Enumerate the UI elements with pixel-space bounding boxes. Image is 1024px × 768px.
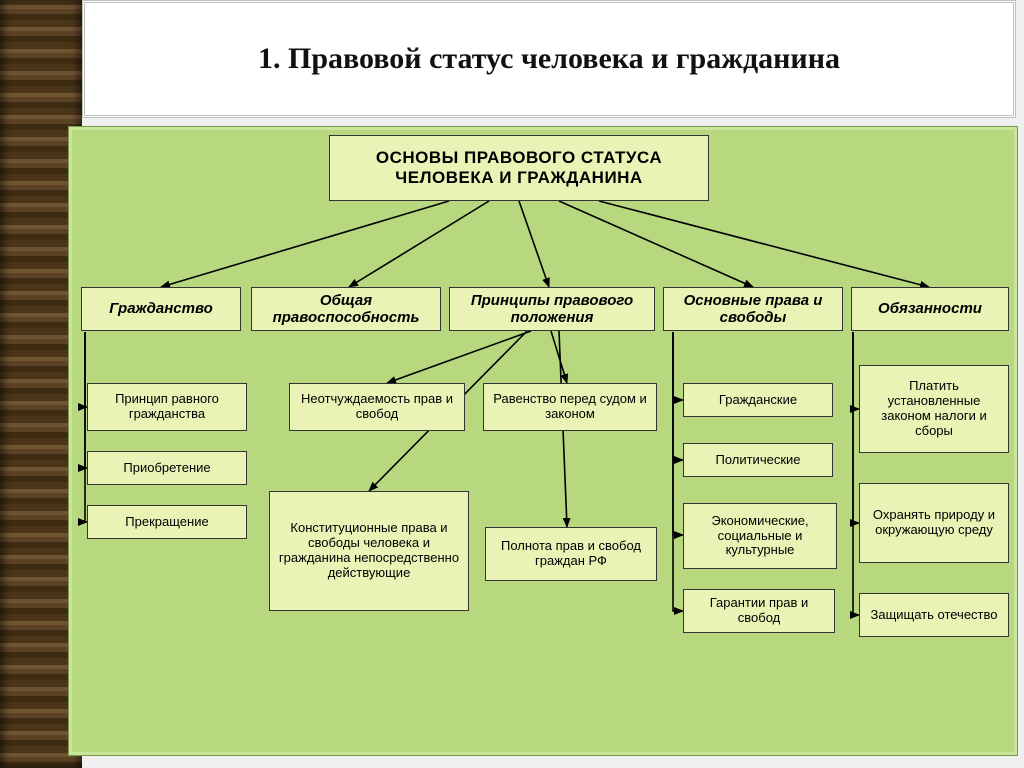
slide-title: 1. Правовой статус человека и гражданина [258,39,840,80]
leaf-box-l6: Конституционные права и свободы человека… [269,491,469,611]
leaf-box-l9: Политические [683,443,833,477]
edge-root-c5 [599,201,929,287]
diagram: ОСНОВЫ ПРАВОВОГО СТАТУСА ЧЕЛОВЕКА И ГРАЖ… [68,126,1018,756]
leaf-box-l10: Экономические, социальные и культурные [683,503,837,569]
leaf-box-l12: Платить установленные законом налоги и с… [859,365,1009,453]
category-box-c2: Общая правоспособность [251,287,441,331]
leaf-box-l3: Прекращение [87,505,247,539]
category-box-c3: Принципы правового положения [449,287,655,331]
leaf-box-l4: Неотчуждаемость прав и свобод [289,383,465,431]
category-box-c1: Гражданство [81,287,241,331]
edge-root-c1 [161,201,449,287]
category-box-c5: Обязанности [851,287,1009,331]
edge-c4-l8 [673,332,683,400]
category-box-c4: Основные права и свободы [663,287,843,331]
edge-c3-l4 [387,331,531,383]
leaf-box-l1: Принцип равного гражданства [87,383,247,431]
root-box: ОСНОВЫ ПРАВОВОГО СТАТУСА ЧЕЛОВЕКА И ГРАЖ… [329,135,709,201]
leaf-box-l5: Равенство перед судом и законом [483,383,657,431]
edge-root-c4 [559,201,753,287]
edge-root-c3 [519,201,549,287]
edge-c4-l10 [673,332,683,535]
edge-c4-l9 [673,332,683,460]
title-area: 1. Правовой статус человека и гражданина [82,0,1016,118]
leaf-box-l11: Гарантии прав и свобод [683,589,835,633]
leaf-box-l13: Охранять природу и окружающую среду [859,483,1009,563]
edge-c4-l11 [673,332,683,611]
leaf-box-l2: Приобретение [87,451,247,485]
edge-root-c2 [349,201,489,287]
leaf-box-l14: Защищать отечество [859,593,1009,637]
leaf-box-l7: Полнота прав и свобод граждан РФ [485,527,657,581]
slide: 1. Правовой статус человека и гражданина… [0,0,1024,768]
edge-c3-l5 [551,331,567,383]
leaf-box-l8: Гражданские [683,383,833,417]
